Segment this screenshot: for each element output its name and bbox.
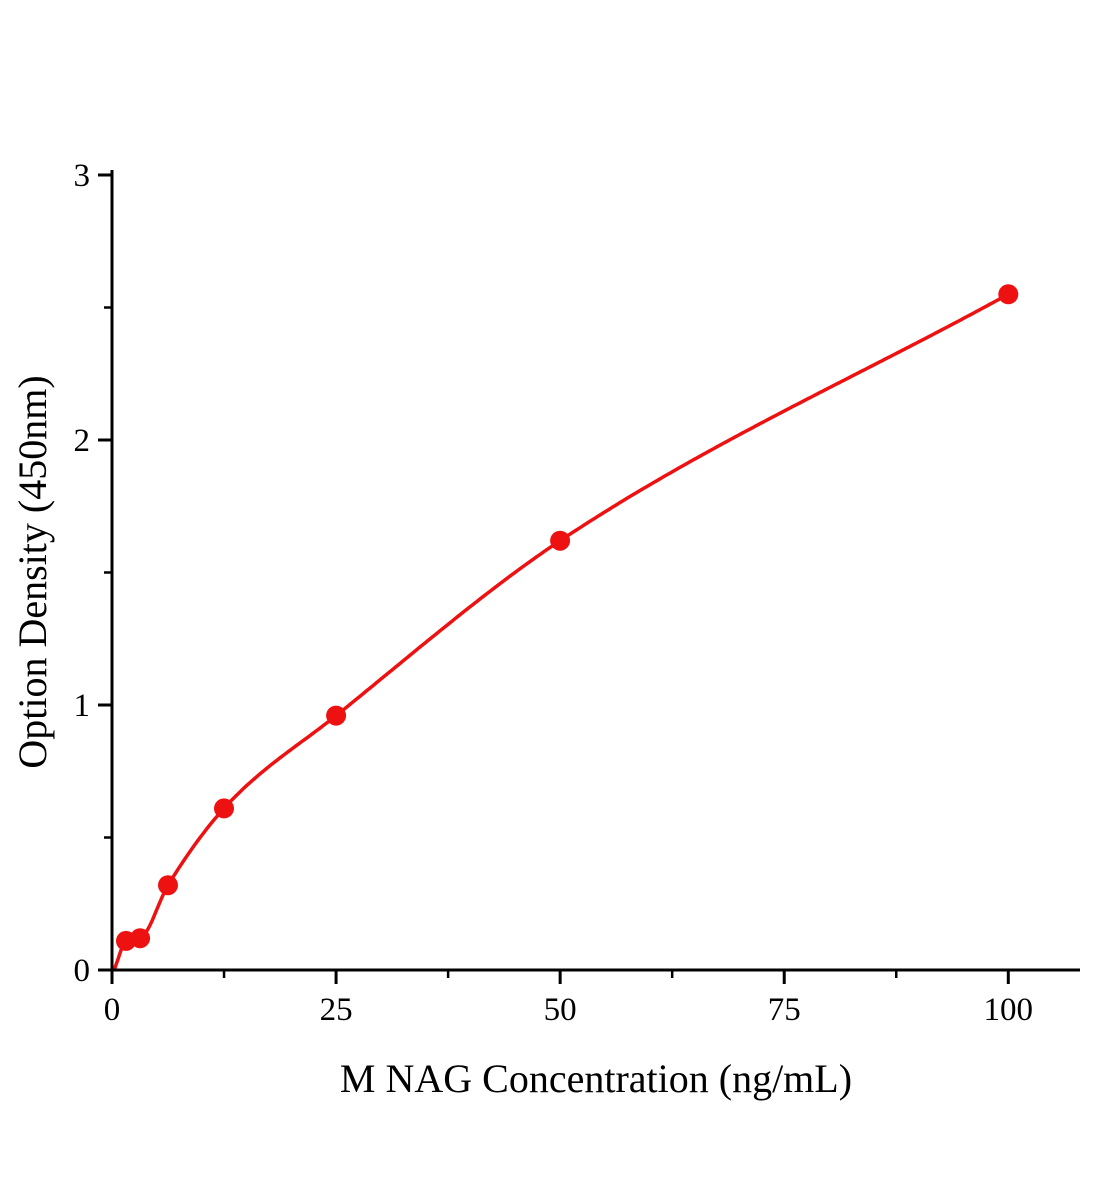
- x-tick-label: 25: [320, 992, 353, 1028]
- x-tick-label: 0: [104, 992, 121, 1028]
- x-tick-label: 50: [544, 992, 577, 1028]
- fit-curve: [113, 292, 1011, 970]
- axes: [98, 170, 1080, 984]
- x-tick-label: 75: [768, 992, 801, 1028]
- data-point: [550, 530, 571, 551]
- tick-labels: 0 25 50 75 100 0 1 2 3: [74, 158, 1034, 1028]
- data-point: [326, 705, 347, 726]
- y-axis-label: Option Density (450nm): [10, 375, 55, 768]
- y-tick-label: 3: [74, 158, 91, 194]
- data-point: [998, 284, 1019, 305]
- data-point: [158, 875, 178, 896]
- x-tick-label: 100: [984, 992, 1034, 1028]
- fit-curve-path: [113, 292, 1011, 970]
- x-axis-label: M NAG Concentration (ng/mL): [340, 1056, 852, 1101]
- y-tick-label: 0: [74, 953, 91, 989]
- data-point: [214, 798, 234, 819]
- data-point: [130, 928, 151, 949]
- y-tick-label: 1: [74, 688, 91, 724]
- y-tick-label: 2: [74, 423, 91, 459]
- data-points: [116, 284, 1019, 951]
